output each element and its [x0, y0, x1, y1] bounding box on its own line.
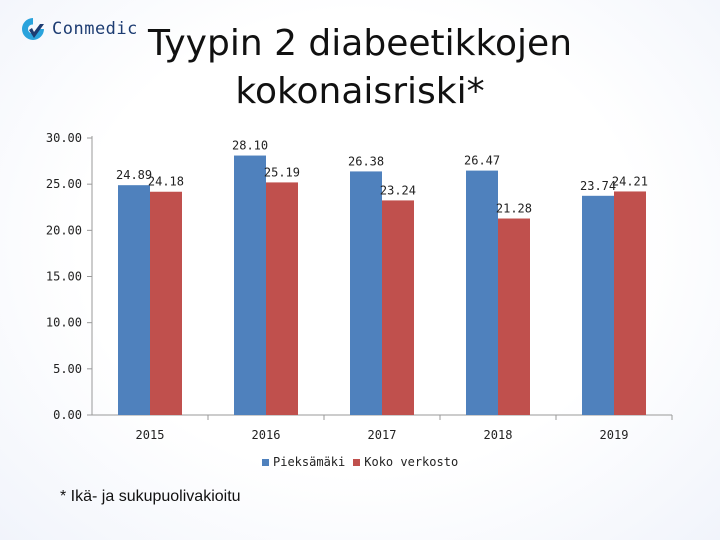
legend-item-series-2: Koko verkosto	[353, 455, 458, 469]
bar-series-2	[614, 191, 646, 415]
bar-series-1	[350, 171, 382, 415]
x-tick-label: 2018	[484, 428, 513, 442]
legend-item-series-1: Pieksämäki	[262, 455, 345, 469]
bar-series-2	[266, 182, 298, 415]
logo-text: Conmedic	[52, 19, 138, 39]
data-label-series-1: 26.47	[464, 154, 500, 168]
title-line-2: kokonaisriski*	[235, 71, 485, 112]
conmedic-logo: Conmedic	[20, 16, 138, 42]
conmedic-logo-icon	[22, 18, 44, 40]
x-tick-label: 2019	[600, 428, 629, 442]
y-tick-label: 10.00	[46, 316, 82, 330]
data-label-series-1: 23.74	[580, 179, 616, 193]
y-tick-label: 5.00	[53, 362, 82, 376]
bar-series-1	[466, 170, 498, 415]
chart-legend: Pieksämäki Koko verkosto	[262, 455, 458, 469]
x-tick-label: 2017	[368, 428, 397, 442]
legend-label-series-2: Koko verkosto	[364, 455, 459, 469]
y-tick-label: 30.00	[46, 131, 82, 145]
data-label-series-1: 24.89	[116, 168, 152, 182]
data-label-series-2: 24.18	[148, 175, 184, 189]
bar-series-2	[498, 218, 530, 415]
y-tick-label: 15.00	[46, 270, 82, 284]
data-label-series-2: 24.21	[612, 174, 648, 188]
y-tick-label: 0.00	[53, 408, 82, 422]
bar-series-2	[382, 200, 414, 415]
data-label-series-2: 25.19	[264, 165, 300, 179]
title-line-1: Tyypin 2 diabeetikkojen	[147, 23, 573, 64]
bar-series-1	[118, 185, 150, 415]
bar-series-2	[150, 191, 182, 415]
x-tick-label: 2016	[252, 428, 281, 442]
legend-label-series-1: Pieksämäki	[273, 455, 346, 469]
footnote: * Ikä- ja sukupuolivakioitu	[60, 488, 241, 505]
data-label-series-2: 21.28	[496, 202, 532, 216]
data-label-series-2: 23.24	[380, 183, 416, 197]
data-label-series-1: 26.38	[348, 154, 384, 168]
slide-title: Tyypin 2 diabeetikkojen kokonaisriski*	[130, 20, 590, 116]
legend-swatch-series-2	[353, 458, 361, 466]
x-tick-label: 2015	[136, 428, 165, 442]
data-label-series-1: 28.10	[232, 139, 268, 153]
bar-series-1	[234, 155, 266, 415]
y-tick-label: 25.00	[46, 177, 82, 191]
legend-swatch-series-1	[262, 458, 269, 466]
bar-series-1	[582, 195, 614, 415]
y-tick-label: 20.00	[46, 223, 82, 237]
